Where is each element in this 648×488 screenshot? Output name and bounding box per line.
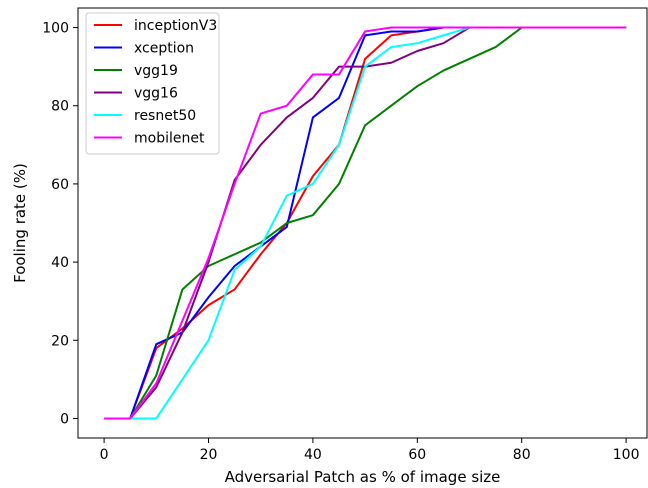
- legend-label-vgg16: vgg16: [134, 86, 178, 102]
- y-tick-label: 20: [51, 333, 69, 349]
- x-axis-label: Adversarial Patch as % of image size: [225, 468, 501, 486]
- x-tick-label: 100: [613, 447, 640, 463]
- legend-label-inceptionV3: inceptionV3: [134, 18, 217, 34]
- y-axis-ticks: 0 20 40 60 80 100: [42, 21, 78, 427]
- x-tick-label: 80: [513, 447, 531, 463]
- y-axis-label: Fooling rate (%): [11, 163, 29, 283]
- legend-label-xception: xception: [134, 41, 194, 57]
- x-tick-label: 60: [408, 447, 426, 463]
- x-axis-ticks: 0 20 40 60 80 100: [100, 438, 640, 463]
- y-tick-label: 100: [42, 21, 69, 37]
- y-tick-label: 60: [51, 177, 69, 193]
- series-lines: [104, 26, 627, 420]
- x-tick-label: 0: [100, 447, 109, 463]
- y-tick-label: 40: [51, 255, 69, 271]
- y-tick-label: 0: [60, 411, 69, 427]
- legend-label-resnet50: resnet50: [134, 108, 196, 124]
- plot-frame: [77, 7, 648, 439]
- legend-label-vgg19: vgg19: [134, 63, 178, 79]
- y-tick-label: 80: [51, 99, 69, 115]
- legend: inceptionV3 xception vgg19 vgg16 resnet50 mob…: [85, 12, 220, 155]
- legend-label-mobilenet: mobilenet: [134, 131, 205, 147]
- x-tick-label: 20: [200, 447, 218, 463]
- x-tick-label: 40: [304, 447, 322, 463]
- series-line-mobilenet: [104, 26, 627, 420]
